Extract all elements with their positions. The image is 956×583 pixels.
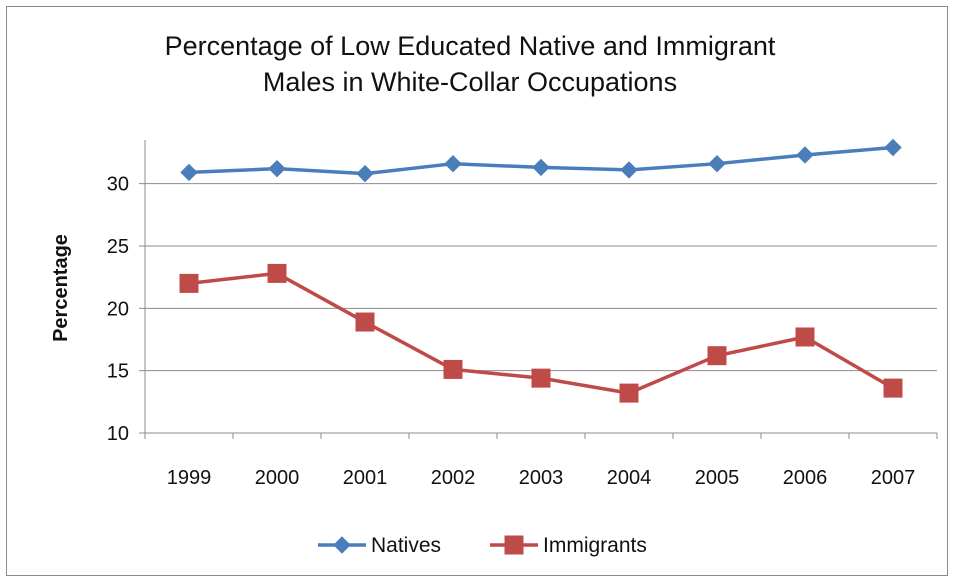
data-point-natives (532, 158, 550, 177)
x-tick-label: 2006 (783, 467, 828, 489)
x-tick-label: 2003 (519, 467, 564, 489)
data-point-natives (708, 154, 726, 173)
y-axis-label: Percentage (50, 234, 72, 342)
data-point-immigrants (443, 359, 463, 379)
x-tick-label: 1999 (167, 467, 212, 489)
series-natives (180, 138, 902, 183)
data-point-natives (796, 146, 814, 164)
legend-marker-natives (333, 536, 351, 554)
y-tick-label: 15 (107, 361, 129, 383)
legend-marker-immigrants (504, 535, 524, 555)
data-point-natives (180, 163, 198, 182)
data-point-immigrants (355, 312, 375, 332)
legend-label-immigrants: Immigrants (543, 534, 647, 557)
x-tick-label: 2001 (343, 467, 388, 489)
y-tick-label: 30 (107, 174, 129, 196)
chart-frame (6, 6, 948, 576)
x-tick-label: 2005 (695, 467, 740, 489)
x-tick-label: 2004 (607, 467, 652, 489)
x-tick-labels: 1999 2000 2001 2002 2003 2004 2005 2006 2007 (167, 467, 916, 489)
data-point-immigrants (707, 346, 727, 366)
data-point-immigrants (795, 327, 815, 347)
legend-item-natives: Natives (318, 534, 441, 557)
series-immigrants (179, 263, 903, 403)
y-tick-label: 25 (107, 236, 129, 258)
y-tick-label: 20 (107, 298, 129, 320)
data-point-natives (356, 164, 374, 183)
x-tick-label: 2002 (431, 467, 476, 489)
legend-item-immigrants: Immigrants (490, 534, 647, 557)
y-tick-label: 10 (107, 423, 129, 445)
chart-title-line-1: Percentage of Low Educated Native and Im… (164, 31, 776, 61)
legend: Natives Immigrants (318, 534, 647, 557)
data-point-natives (268, 159, 286, 178)
data-point-immigrants (883, 378, 903, 398)
legend-label-natives: Natives (371, 534, 441, 557)
data-point-immigrants (179, 273, 199, 293)
y-tick-labels: 10 15 20 25 30 (107, 174, 129, 445)
data-point-immigrants (619, 383, 639, 403)
x-tick-label: 2007 (871, 467, 916, 489)
data-point-natives (884, 138, 902, 157)
data-point-natives (444, 154, 462, 173)
series-group (179, 138, 903, 403)
data-point-immigrants (531, 368, 551, 388)
axes (139, 140, 938, 439)
data-point-natives (620, 161, 638, 179)
chart-title-line-2: Males in White-Collar Occupations (262, 67, 678, 97)
chart-title: Percentage of Low Educated Native and Im… (100, 28, 840, 100)
x-tick-label: 2000 (255, 467, 300, 489)
gridlines (145, 183, 937, 372)
data-point-immigrants (267, 263, 287, 283)
